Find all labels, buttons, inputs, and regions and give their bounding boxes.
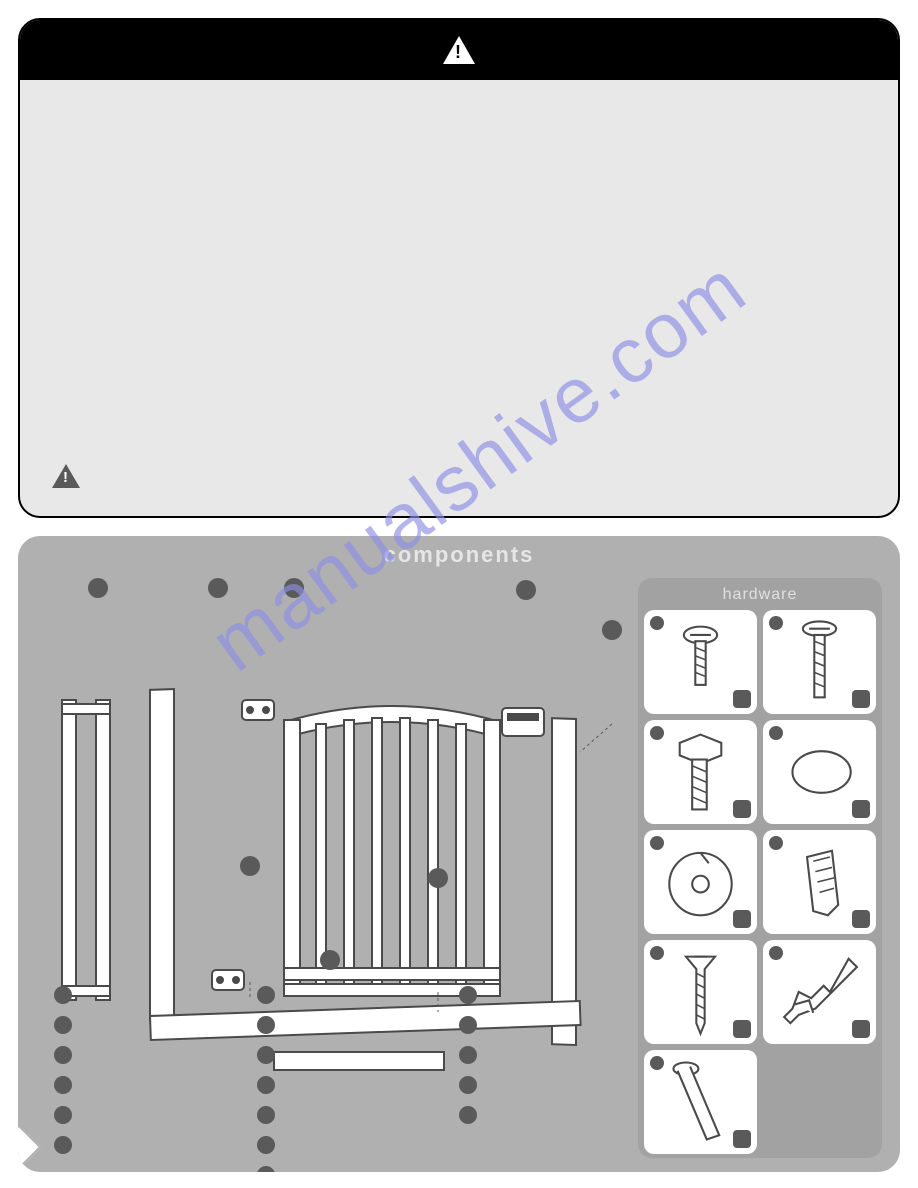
list-item [459,1106,477,1124]
list-item [257,1046,275,1064]
caution-icon [52,464,80,488]
oval-pad-icon [763,720,876,824]
list-col-1 [32,986,235,1172]
list-item [54,1076,72,1094]
list-item [257,1076,275,1094]
long-screw-icon [763,610,876,714]
callout-dot [88,578,108,598]
hw-round-cup [644,830,757,934]
list-item [459,1046,477,1064]
callout-dot [602,620,622,640]
warning-panel [18,18,900,518]
list-item [257,1016,275,1034]
warning-header [20,20,898,80]
list-col-2 [235,986,438,1172]
callout-dot [320,950,340,970]
list-item [54,986,72,1004]
hardware-title: hardware [644,584,876,610]
components-panel: components [18,536,900,1172]
exploded-diagram [32,578,640,1166]
callout-dot [428,868,448,888]
list-item [459,1016,477,1034]
list-item [459,986,477,1004]
list-item [54,1106,72,1124]
warning-icon [443,36,475,64]
hw-long-screw [763,610,876,714]
list-item [54,1136,72,1154]
hw-hex-bolt [644,720,757,824]
list-item [257,986,275,1004]
short-screw-icon [644,610,757,714]
hw-wall-anchor [763,830,876,934]
components-title: components [18,536,900,578]
hw-wood-screw [644,940,757,1044]
list-item [257,1106,275,1124]
wood-screw-icon [644,940,757,1044]
callout-dot [284,578,304,598]
hw-empty [763,1050,876,1154]
list-item [54,1046,72,1064]
component-list [32,986,640,1172]
list-item [257,1166,275,1172]
list-item [257,1136,275,1154]
list-item [54,1016,72,1034]
hardware-panel: hardware [638,578,882,1158]
callout-dot [516,580,536,600]
hex-bolt-icon [644,720,757,824]
wrench-icon [763,940,876,1044]
callout-dot [240,856,260,876]
hw-tension-rod [644,1050,757,1154]
hw-short-screw [644,610,757,714]
cup-icon [644,830,757,934]
hw-wrench [763,940,876,1044]
callout-dot [208,578,228,598]
hw-pad-disc [763,720,876,824]
list-item [459,1076,477,1094]
rod-icon [644,1050,757,1154]
anchor-icon [763,830,876,934]
list-col-3 [437,986,640,1172]
hardware-grid [644,610,876,1154]
